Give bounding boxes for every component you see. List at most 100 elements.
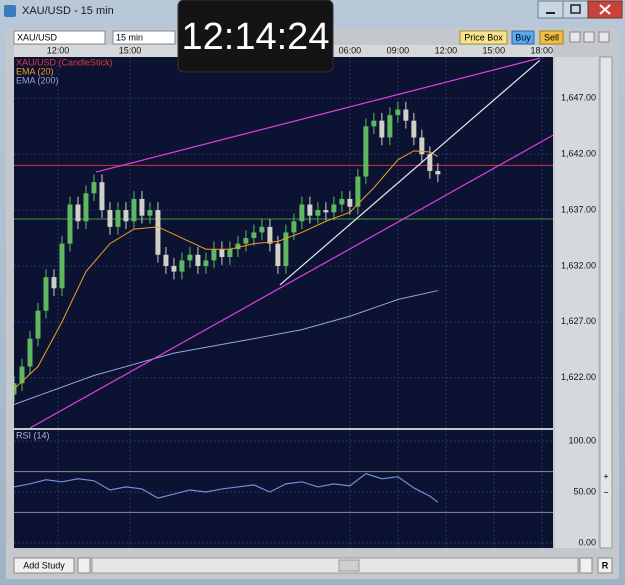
- y-tick-label: 1,632.00: [561, 260, 596, 270]
- y-tick-label: 1,647.00: [561, 93, 596, 103]
- reset-button[interactable]: [597, 557, 613, 574]
- candle-body: [35, 310, 41, 339]
- candle-body: [339, 198, 345, 205]
- x-tick-label: 09:00: [387, 45, 410, 55]
- price-box-label: Price Box: [464, 32, 503, 42]
- candle-body: [187, 254, 193, 261]
- rsi-label: RSI (14): [16, 430, 50, 440]
- value-axis: [555, 57, 598, 548]
- buy-button[interactable]: [511, 30, 535, 45]
- candle-body: [347, 198, 353, 207]
- candle-body: [115, 210, 121, 227]
- scroll-thumb[interactable]: [338, 559, 360, 572]
- window-title: XAU/USD - 15 min: [22, 5, 114, 17]
- candle-body: [43, 277, 49, 311]
- candle-body: [19, 366, 25, 384]
- candle-body: [251, 232, 257, 239]
- candle-body: [155, 210, 161, 255]
- legend-entry: EMA (20): [16, 66, 54, 76]
- chart: 12:00 15:00 06:00 09:00 12:00 15:00 18:00 1,622…: [14, 45, 596, 548]
- tool-icon[interactable]: [583, 31, 595, 43]
- candle-body: [99, 182, 105, 211]
- candle-body: [75, 204, 81, 222]
- candle-body: [51, 277, 57, 289]
- candle-body: [379, 120, 385, 138]
- candle-body: [275, 243, 281, 266]
- candle-body: [14, 383, 17, 395]
- candle-body: [435, 170, 441, 175]
- add-study-label: Add Study: [23, 560, 65, 570]
- tool-icon[interactable]: [569, 31, 581, 43]
- x-tick-label: 15:00: [119, 45, 142, 55]
- candle-body: [419, 137, 425, 155]
- candle-body: [315, 210, 321, 216]
- candle-body: [267, 226, 273, 244]
- y-tick-label: 1,622.00: [561, 372, 596, 382]
- trend-line: [95, 57, 540, 173]
- candle-body: [291, 221, 297, 233]
- candle-body: [211, 249, 217, 261]
- candle-body: [67, 204, 73, 244]
- x-tick-label: 12:00: [47, 45, 70, 55]
- candle-body: [131, 198, 137, 222]
- candle-body: [403, 109, 409, 121]
- y-tick-label: 1,642.00: [561, 149, 596, 159]
- rsi-panel: [14, 430, 553, 548]
- candle-body: [123, 210, 129, 222]
- candle-body: [307, 204, 313, 216]
- candle-body: [59, 243, 65, 289]
- x-tick-label: 06:00: [339, 45, 362, 55]
- candle-body: [387, 115, 393, 138]
- candle-body: [259, 226, 265, 233]
- sell-button[interactable]: [539, 30, 564, 45]
- zoom-out[interactable]: −: [603, 487, 608, 497]
- app-icon: [4, 5, 16, 17]
- x-tick-label: 12:00: [435, 45, 458, 55]
- candle-body: [355, 176, 361, 207]
- candle-body: [323, 210, 329, 213]
- sell-label: Sell: [544, 32, 559, 42]
- rsi-tick-label: 0.00: [578, 537, 596, 547]
- candle-body: [283, 232, 289, 266]
- rsi-tick-label: 50.00: [573, 486, 596, 496]
- layer: 12:00 15:00 06:00 09:00 12:00 15:00 18:00: [47, 45, 553, 55]
- timeframe-select[interactable]: [112, 30, 176, 45]
- layer: [14, 57, 553, 428]
- candle-body: [299, 204, 305, 222]
- ema-line: [14, 290, 438, 406]
- scrollbar[interactable]: [91, 557, 579, 574]
- scroll-right[interactable]: [579, 557, 593, 574]
- candle-body: [395, 109, 401, 116]
- candle-body: [371, 120, 377, 127]
- reset-glyph: R: [602, 560, 609, 570]
- candle-body: [195, 254, 201, 266]
- side-scroll[interactable]: [599, 56, 613, 549]
- candle-body: [411, 120, 417, 138]
- legend-entry: EMA (200): [16, 75, 59, 85]
- window-controls[interactable]: [537, 0, 623, 19]
- y-tick-label: 1,627.00: [561, 316, 596, 326]
- zoom-in[interactable]: +: [603, 471, 608, 481]
- price-box-button[interactable]: [459, 30, 508, 45]
- candle-body: [331, 204, 337, 213]
- scroll-left[interactable]: [77, 557, 91, 574]
- candle-body: [107, 210, 113, 227]
- symbol-text: XAU/USD: [17, 32, 58, 42]
- layer: [14, 430, 553, 548]
- symbol-input[interactable]: [13, 30, 106, 45]
- rsi-line: [14, 472, 439, 503]
- candle-body: [203, 260, 209, 266]
- tool-icon[interactable]: [598, 31, 610, 43]
- candle-body: [427, 154, 433, 171]
- trend-line: [279, 59, 541, 286]
- candle-body: [91, 182, 97, 194]
- clock-box: [177, 0, 334, 73]
- x-tick-label: 15:00: [483, 45, 506, 55]
- candle-body: [179, 260, 185, 272]
- buy-label: Buy: [515, 32, 531, 42]
- legend-entry: XAU/USD (CandleStick): [16, 57, 113, 67]
- rsi-tick-label: 100.00: [568, 435, 596, 445]
- candle-body: [163, 254, 169, 266]
- candle-body: [227, 249, 233, 258]
- add-study-button[interactable]: [13, 557, 75, 574]
